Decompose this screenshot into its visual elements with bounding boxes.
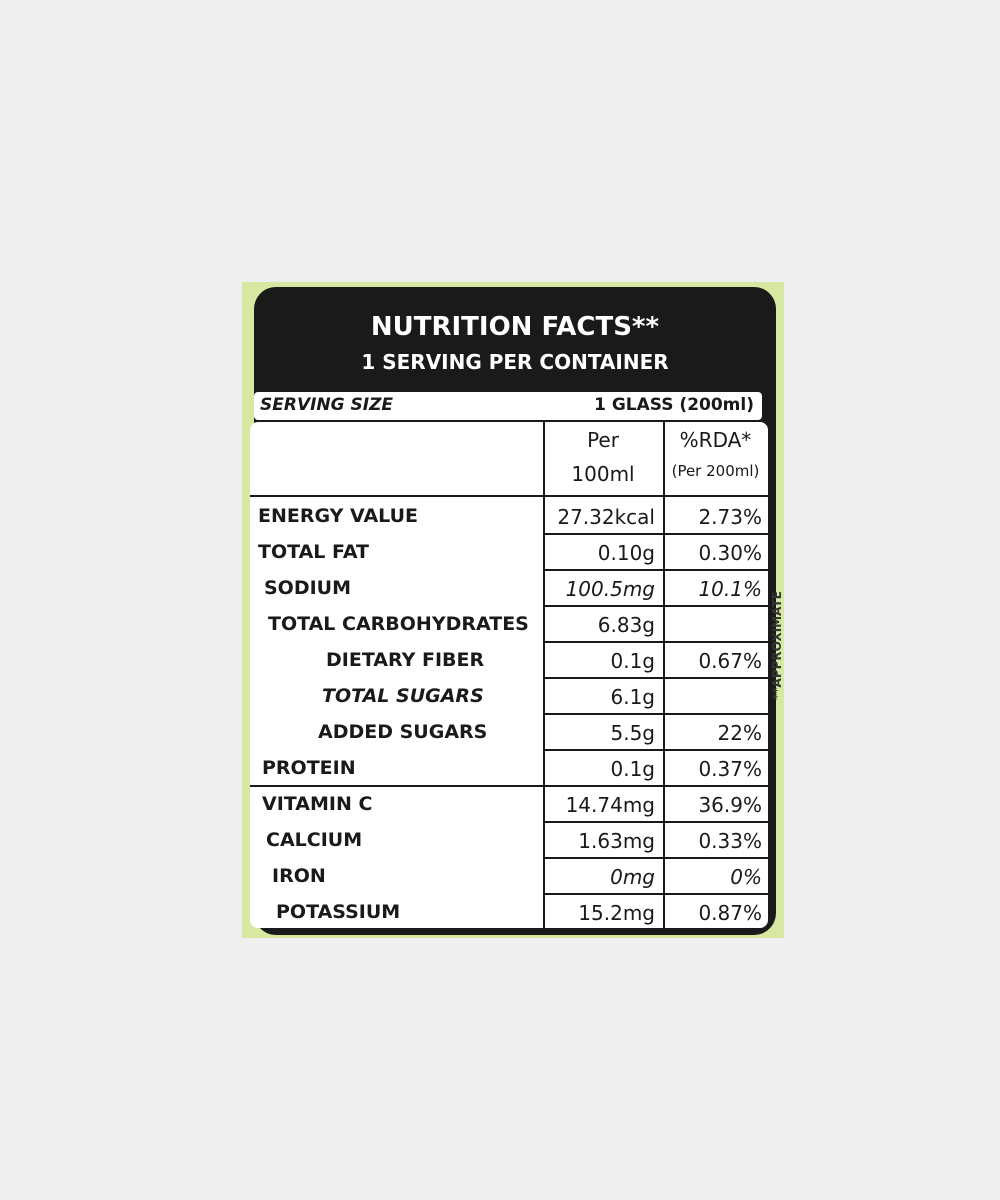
- row-divider: [543, 749, 768, 751]
- per-100ml-value: 1.63mg: [578, 829, 655, 853]
- per-100ml-value: 6.83g: [597, 613, 655, 637]
- serving-value: 1 GLASS (200ml): [594, 395, 754, 415]
- per-100ml-value: 5.5g: [610, 721, 655, 745]
- column-divider: [663, 422, 665, 928]
- nutrient-name: TOTAL FAT: [258, 541, 370, 563]
- rda-value: 22%: [717, 721, 762, 745]
- nutrient-name: TOTAL CARBOHYDRATES: [268, 613, 529, 635]
- column-header: Per: [587, 428, 619, 452]
- nutrient-name: CALCIUM: [266, 829, 363, 851]
- nutrient-name: DIETARY FIBER: [326, 649, 485, 671]
- row-divider: [543, 893, 768, 895]
- row-divider: [543, 821, 768, 823]
- rda-value: 0.37%: [698, 757, 762, 781]
- per-100ml-value: 0.1g: [610, 649, 655, 673]
- row-divider: [543, 641, 768, 643]
- per-100ml-value: 100.5mg: [565, 577, 655, 601]
- serving-label: SERVING SIZE: [260, 395, 394, 415]
- section-divider: [250, 785, 768, 787]
- rda-value: 0%: [730, 865, 762, 889]
- nutrient-name: VITAMIN C: [262, 793, 373, 815]
- column-header: (Per 200ml): [671, 462, 760, 480]
- per-100ml-value: 0.10g: [597, 541, 655, 565]
- row-divider: [543, 605, 768, 607]
- per-100ml-value: 27.32kcal: [557, 505, 655, 529]
- row-divider: [543, 533, 768, 535]
- column-header: 100ml: [571, 462, 635, 486]
- nutrition-table: Per 100ml %RDA* (Per 200ml) ENERGY VALUE 27.3…: [250, 422, 768, 928]
- nutrient-name: TOTAL SUGARS: [322, 685, 484, 707]
- row-divider: [543, 713, 768, 715]
- per-100ml-value: 15.2mg: [578, 901, 655, 925]
- per-100ml-value: 14.74mg: [565, 793, 655, 817]
- per-100ml-value: 0mg: [610, 865, 655, 889]
- nutrient-name: POTASSIUM: [276, 901, 401, 923]
- rda-value: 0.33%: [698, 829, 762, 853]
- nutrient-name: SODIUM: [264, 577, 352, 599]
- subtitle: 1 SERVING PER CONTAINER: [361, 350, 669, 374]
- column-divider: [543, 422, 545, 928]
- rda-value: 10.1%: [698, 577, 762, 601]
- nutrient-name: ENERGY VALUE: [258, 505, 418, 527]
- row-divider: [543, 569, 768, 571]
- rda-value: 2.73%: [698, 505, 762, 529]
- per-100ml-value: 0.1g: [610, 757, 655, 781]
- side-note: **APPROXIMATE: [770, 591, 784, 700]
- rda-value: 36.9%: [698, 793, 762, 817]
- column-header: %RDA*: [679, 428, 752, 452]
- nutrient-name: ADDED SUGARS: [318, 721, 488, 743]
- title: NUTRITION FACTS**: [370, 312, 660, 342]
- serving-row: SERVING SIZE 1 GLASS (200ml): [254, 392, 762, 420]
- row-divider: [250, 495, 768, 497]
- per-100ml-value: 6.1g: [610, 685, 655, 709]
- nutrient-name: IRON: [272, 865, 326, 887]
- rda-value: 0.67%: [698, 649, 762, 673]
- row-divider: [543, 857, 768, 859]
- rda-value: 0.87%: [698, 901, 762, 925]
- row-divider: [543, 677, 768, 679]
- rda-value: 0.30%: [698, 541, 762, 565]
- nutrient-name: PROTEIN: [262, 757, 356, 779]
